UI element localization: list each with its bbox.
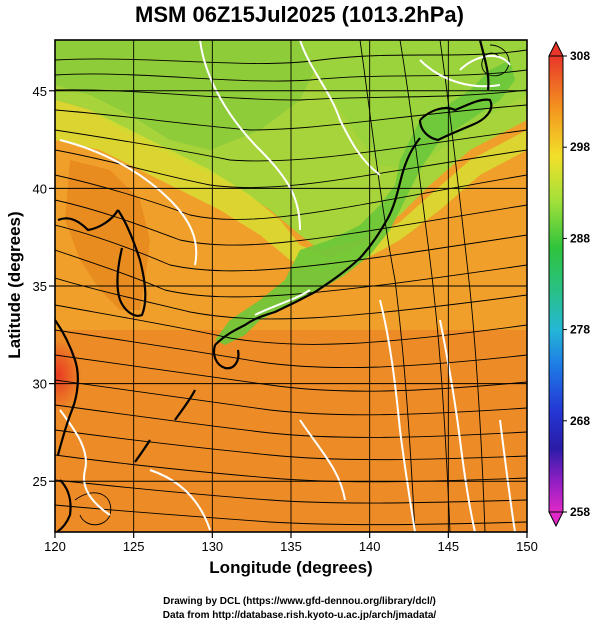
x-tick-label: 150 (516, 539, 538, 554)
y-tick-label: 25 (33, 474, 47, 489)
y-tick-label: 30 (33, 377, 47, 392)
page-title: MSM 06Z15Jul2025 (1013.2hPa) (135, 2, 464, 27)
coastlines (55, 40, 493, 532)
x-tick-label: 120 (44, 539, 66, 554)
x-tick-label: 135 (280, 539, 302, 554)
y-axis-title: Latitude (degrees) (5, 211, 24, 359)
y-tick-label: 45 (33, 84, 47, 99)
y-axis: 25 30 35 40 45 (33, 84, 55, 489)
map-grid (55, 40, 527, 532)
x-tick-label: 125 (123, 539, 145, 554)
x-tick-label: 145 (437, 539, 459, 554)
credit-drawing: Drawing by DCL (https://www.gfd-dennou.o… (163, 596, 436, 607)
x-tick-label: 140 (359, 539, 381, 554)
colorbar-bottom-arrow (548, 511, 564, 528)
x-axis-title: Longitude (degrees) (209, 558, 373, 577)
y-tick-label: 40 (33, 181, 47, 196)
temperature-contours (59, 40, 516, 532)
y-tick-label: 35 (33, 279, 47, 294)
colorbar-label: 288 (570, 231, 590, 245)
colorbar: 308 298 288 278 268 258 (548, 40, 590, 528)
colorbar-label: 278 (570, 323, 590, 337)
x-tick-label: 130 (201, 539, 223, 554)
colorbar-label: 298 (570, 140, 590, 154)
colorbar-label: 268 (570, 414, 590, 428)
credit-data: Data from http://database.rish.kyoto-u.a… (162, 610, 437, 621)
x-axis: 120 125 130 135 140 145 150 (44, 532, 538, 554)
colorbar-scale (548, 55, 564, 513)
colorbar-label: 308 (570, 49, 590, 63)
colorbar-label: 258 (570, 505, 590, 519)
colorbar-top-arrow (548, 40, 564, 57)
